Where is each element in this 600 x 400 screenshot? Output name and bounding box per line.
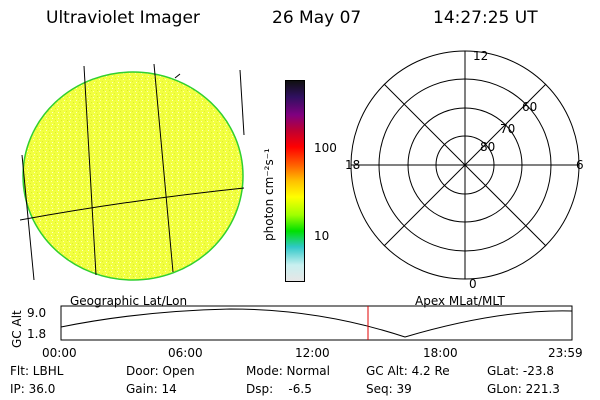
info-gc-alt: GC Alt: 4.2 Re bbox=[366, 364, 450, 378]
mlt-label-left: 18 bbox=[345, 158, 360, 172]
altitude-timeline bbox=[60, 305, 573, 341]
mlat-label-80: 80 bbox=[480, 140, 495, 154]
mlat-label-60: 60 bbox=[522, 100, 537, 114]
mlt-label-right: 6 bbox=[576, 158, 584, 172]
info-ip: IP: 36.0 bbox=[10, 382, 56, 396]
info-gain: Gain: 14 bbox=[126, 382, 177, 396]
info-seq: Seq: 39 bbox=[366, 382, 412, 396]
geographic-label: Geographic Lat/Lon bbox=[70, 294, 188, 308]
apex-label: Apex MLat/MLT bbox=[415, 294, 505, 308]
info-filter: Flt: LBHL bbox=[10, 364, 64, 378]
timeline-xtick-4: 23:59 bbox=[548, 346, 583, 360]
colorbar bbox=[285, 80, 305, 282]
colorbar-tick-100: 100 bbox=[314, 141, 337, 155]
earth-disk bbox=[22, 71, 244, 281]
timeline-xtick-1: 06:00 bbox=[168, 346, 203, 360]
timeline-y-label: GC Alt bbox=[10, 310, 24, 348]
info-glon: GLon: 221.3 bbox=[487, 382, 560, 396]
timeline-xtick-2: 12:00 bbox=[295, 346, 330, 360]
info-door: Door: Open bbox=[126, 364, 195, 378]
info-mode: Mode: Normal bbox=[246, 364, 330, 378]
polar-plot: 12 18 6 0 80 70 60 bbox=[345, 49, 584, 290]
info-glat: GLat: -23.8 bbox=[487, 364, 554, 378]
geo-grid-lines bbox=[20, 63, 245, 281]
info-dsp: Dsp: -6.5 bbox=[246, 382, 312, 396]
timeline-ytick-top: 9.0 bbox=[27, 306, 47, 320]
timeline-xtick-3: 18:00 bbox=[423, 346, 458, 360]
colorbar-tick-10: 10 bbox=[314, 229, 330, 243]
date-label: 26 May 07 bbox=[272, 8, 362, 28]
instrument-title: Ultraviolet Imager bbox=[46, 8, 200, 28]
timeline-ytick-bottom: 1.8 bbox=[27, 327, 47, 341]
timeline-xtick-0: 00:00 bbox=[42, 346, 77, 360]
altitude-curve bbox=[60, 308, 573, 338]
time-label: 14:27:25 UT bbox=[433, 8, 538, 28]
mlt-label-bottom: 0 bbox=[469, 277, 477, 290]
mlat-label-70: 70 bbox=[500, 122, 515, 136]
mlt-label-top: 12 bbox=[473, 49, 488, 63]
geographic-image-panel bbox=[20, 63, 245, 281]
colorbar-unit-label: photon cm⁻²s⁻¹ bbox=[262, 148, 276, 241]
